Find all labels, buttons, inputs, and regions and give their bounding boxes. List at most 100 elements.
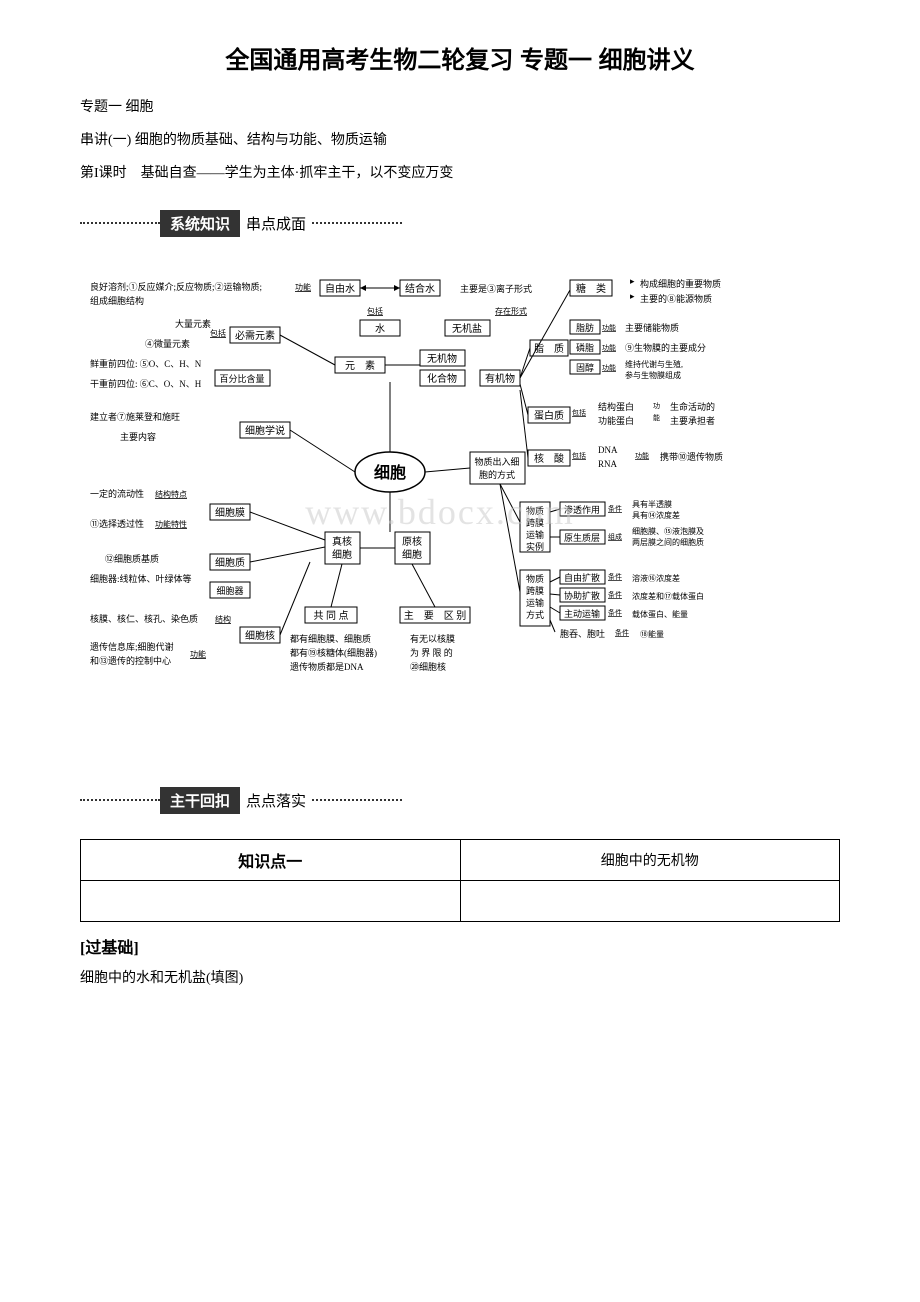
svg-text:协助扩散: 协助扩散 (564, 590, 600, 601)
svg-text:维持代谢与生殖,: 维持代谢与生殖, (625, 359, 683, 369)
svg-text:有无以核膜: 有无以核膜 (410, 633, 455, 644)
svg-text:和⑬遗传的控制中心: 和⑬遗传的控制中心 (90, 655, 171, 666)
svg-text:主动运输: 主动运输 (564, 608, 600, 619)
svg-text:▸: ▸ (630, 291, 635, 301)
table-cell-header-1: 知识点一 (81, 839, 461, 880)
svg-text:自由水: 自由水 (325, 282, 355, 295)
table-row: 知识点一 细胞中的无机物 (81, 839, 840, 880)
svg-text:干重前四位: ⑥C、O、N、H: 干重前四位: ⑥C、O、N、H (90, 378, 202, 389)
svg-text:良好溶剂;①反应媒介;反应物质;②运输物质;: 良好溶剂;①反应媒介;反应物质;②运输物质; (90, 281, 262, 292)
svg-text:组成细胞结构: 组成细胞结构 (90, 295, 144, 306)
svg-text:细胞质: 细胞质 (215, 556, 245, 569)
svg-text:具有⑭浓度差: 具有⑭浓度差 (632, 510, 680, 520)
svg-text:主要的⑧能源物质: 主要的⑧能源物质 (640, 293, 712, 304)
svg-text:脂 质: 脂 质 (534, 342, 564, 355)
svg-text:组成: 组成 (608, 532, 622, 541)
svg-text:功能: 功能 (602, 363, 616, 372)
svg-text:包括: 包括 (572, 451, 586, 460)
svg-text:固醇: 固醇 (576, 362, 594, 373)
svg-text:生命活动的: 生命活动的 (670, 401, 715, 412)
svg-text:主 要 区 别: 主 要 区 别 (404, 610, 467, 622)
svg-text:都有⑲核糖体(细胞器): 都有⑲核糖体(细胞器) (290, 647, 377, 658)
svg-text:运输: 运输 (526, 529, 544, 540)
svg-text:一定的流动性: 一定的流动性 (90, 488, 144, 499)
svg-text:⑪选择透过性: ⑪选择透过性 (90, 518, 144, 529)
svg-text:建立者⑦施莱登和施旺: 建立者⑦施莱登和施旺 (90, 411, 180, 422)
svg-text:细胞学说: 细胞学说 (245, 424, 285, 437)
svg-text:包括: 包括 (367, 306, 383, 316)
banner-system-knowledge: 系统知识 串点成面 (80, 210, 402, 237)
diagram-svg: 细胞 良好溶剂;①反应媒介;反应物质;②运输物质; 功能 自由水 结合水 主要是… (80, 272, 800, 752)
banner-label-2: 主干回扣 (160, 787, 240, 814)
svg-text:细胞核: 细胞核 (245, 629, 275, 642)
svg-text:⑱能量: ⑱能量 (640, 629, 664, 639)
svg-text:浓度差和⑰载体蛋白: 浓度差和⑰载体蛋白 (632, 591, 704, 601)
svg-text:功能蛋白: 功能蛋白 (598, 415, 634, 426)
svg-text:自由扩散: 自由扩散 (564, 572, 600, 583)
svg-text:跨膜: 跨膜 (526, 586, 544, 596)
svg-text:元 素: 元 素 (345, 359, 375, 372)
svg-text:功能: 功能 (602, 323, 616, 332)
dotted-line-left-2 (80, 799, 160, 801)
svg-text:必需元素: 必需元素 (235, 329, 275, 342)
banner-main-review: 主干回扣 点点落实 (80, 787, 402, 814)
svg-text:为 界 限 的: 为 界 限 的 (410, 647, 453, 658)
svg-text:渗透作用: 渗透作用 (564, 504, 600, 515)
svg-text:结构特点: 结构特点 (155, 489, 187, 499)
page-title: 全国通用高考生物二轮复习 专题一 细胞讲义 (80, 40, 840, 75)
svg-text:细胞: 细胞 (402, 548, 422, 561)
svg-text:真核: 真核 (332, 535, 352, 548)
svg-text:载体蛋白、能量: 载体蛋白、能量 (632, 609, 688, 619)
svg-text:参与生物膜组成: 参与生物膜组成 (625, 370, 681, 380)
dotted-line-right-2 (312, 799, 402, 801)
svg-text:细胞膜: 细胞膜 (215, 506, 245, 519)
knowledge-point-table: 知识点一 细胞中的无机物 (80, 839, 840, 922)
svg-text:原核: 原核 (402, 535, 422, 548)
svg-text:核 酸: 核 酸 (534, 452, 564, 465)
svg-text:细胞器:线粒体、叶绿体等: 细胞器:线粒体、叶绿体等 (90, 573, 192, 584)
svg-text:构成细胞的重要物质: 构成细胞的重要物质 (640, 278, 721, 289)
svg-text:糖 类: 糖 类 (576, 282, 606, 295)
svg-text:蛋白质: 蛋白质 (534, 409, 564, 422)
svg-text:主要承担者: 主要承担者 (670, 415, 715, 426)
svg-text:胞吞、胞吐: 胞吞、胞吐 (560, 628, 605, 639)
svg-text:原生质层: 原生质层 (564, 532, 600, 543)
svg-text:结合水: 结合水 (405, 282, 435, 295)
intro-line-2: 串讲(一) 细胞的物质基础、结构与功能、物质运输 (80, 128, 840, 153)
banner-suffix-2: 点点落实 (246, 790, 306, 811)
svg-text:功: 功 (653, 401, 660, 410)
intro-line-1: 专题一 细胞 (80, 95, 840, 120)
svg-text:两层膜之间的细胞质: 两层膜之间的细胞质 (632, 537, 704, 547)
svg-text:结构: 结构 (215, 614, 231, 624)
svg-text:功能特性: 功能特性 (155, 519, 187, 529)
svg-text:⑫细胞质基质: ⑫细胞质基质 (105, 553, 159, 564)
svg-text:功能: 功能 (635, 451, 649, 460)
svg-text:磷脂: 磷脂 (576, 342, 594, 353)
svg-text:鲜重前四位: ⑤O、C、H、N: 鲜重前四位: ⑤O、C、H、N (90, 358, 202, 369)
svg-text:条件: 条件 (608, 590, 622, 599)
svg-text:物质: 物质 (526, 505, 544, 516)
svg-text:胞的方式: 胞的方式 (479, 469, 515, 480)
svg-text:细胞: 细胞 (332, 548, 352, 561)
svg-text:溶液⑯浓度差: 溶液⑯浓度差 (632, 573, 680, 583)
svg-text:实例: 实例 (526, 541, 544, 552)
svg-text:功能: 功能 (190, 649, 206, 659)
svg-text:脂肪: 脂肪 (576, 322, 594, 333)
dotted-line-left (80, 222, 160, 224)
svg-text:大量元素: 大量元素 (175, 318, 211, 329)
svg-text:主要内容: 主要内容 (120, 431, 156, 442)
intro-line-3: 第I课时 基础自查——学生为主体·抓牢主干，以不变应万变 (80, 161, 840, 186)
svg-text:能: 能 (653, 413, 660, 422)
svg-text:结构蛋白: 结构蛋白 (598, 401, 634, 412)
svg-text:具有半透膜: 具有半透膜 (632, 499, 672, 509)
svg-text:方式: 方式 (526, 609, 544, 620)
svg-text:运输: 运输 (526, 597, 544, 608)
table-cell-header-2: 细胞中的无机物 (460, 839, 840, 880)
svg-text:主要储能物质: 主要储能物质 (625, 322, 679, 333)
svg-text:DNA: DNA (598, 445, 618, 455)
svg-text:无机盐: 无机盐 (452, 322, 482, 335)
banner-suffix-1: 串点成面 (246, 213, 306, 234)
svg-text:条件: 条件 (615, 628, 629, 637)
svg-text:都有细胞膜、细胞质: 都有细胞膜、细胞质 (290, 633, 371, 644)
svg-text:包括: 包括 (572, 408, 586, 417)
